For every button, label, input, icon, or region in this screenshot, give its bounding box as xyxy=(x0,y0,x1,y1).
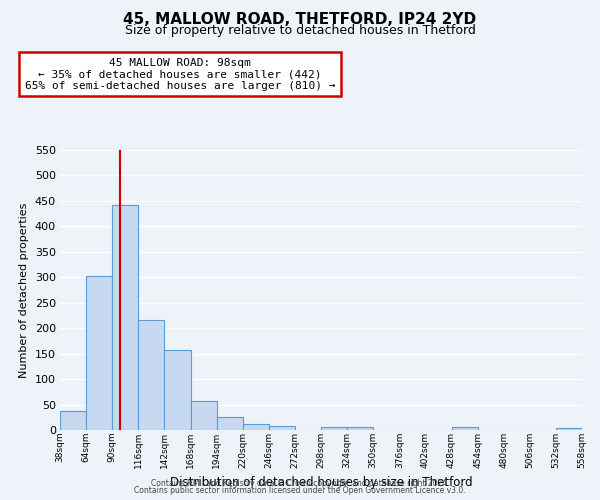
Bar xyxy=(112,205,138,430)
Bar xyxy=(347,428,373,430)
X-axis label: Distribution of detached houses by size in Thetford: Distribution of detached houses by size … xyxy=(170,476,472,489)
Y-axis label: Number of detached properties: Number of detached properties xyxy=(19,202,29,378)
Text: Contains public sector information licensed under the Open Government Licence v3: Contains public sector information licen… xyxy=(134,486,466,495)
Text: 45 MALLOW ROAD: 98sqm
← 35% of detached houses are smaller (442)
65% of semi-det: 45 MALLOW ROAD: 98sqm ← 35% of detached … xyxy=(25,58,335,90)
Text: Contains HM Land Registry data © Crown copyright and database right 2024.: Contains HM Land Registry data © Crown c… xyxy=(151,478,449,488)
Bar xyxy=(139,320,164,430)
Text: 45, MALLOW ROAD, THETFORD, IP24 2YD: 45, MALLOW ROAD, THETFORD, IP24 2YD xyxy=(124,12,476,28)
Bar xyxy=(452,428,478,430)
Bar xyxy=(164,350,191,430)
Bar xyxy=(86,276,112,430)
Bar xyxy=(217,418,242,430)
Text: Size of property relative to detached houses in Thetford: Size of property relative to detached ho… xyxy=(125,24,475,37)
Bar xyxy=(191,401,217,430)
Bar xyxy=(60,411,86,430)
Bar xyxy=(321,428,347,430)
Bar xyxy=(242,424,269,430)
Bar xyxy=(269,426,295,430)
Bar xyxy=(556,428,582,430)
